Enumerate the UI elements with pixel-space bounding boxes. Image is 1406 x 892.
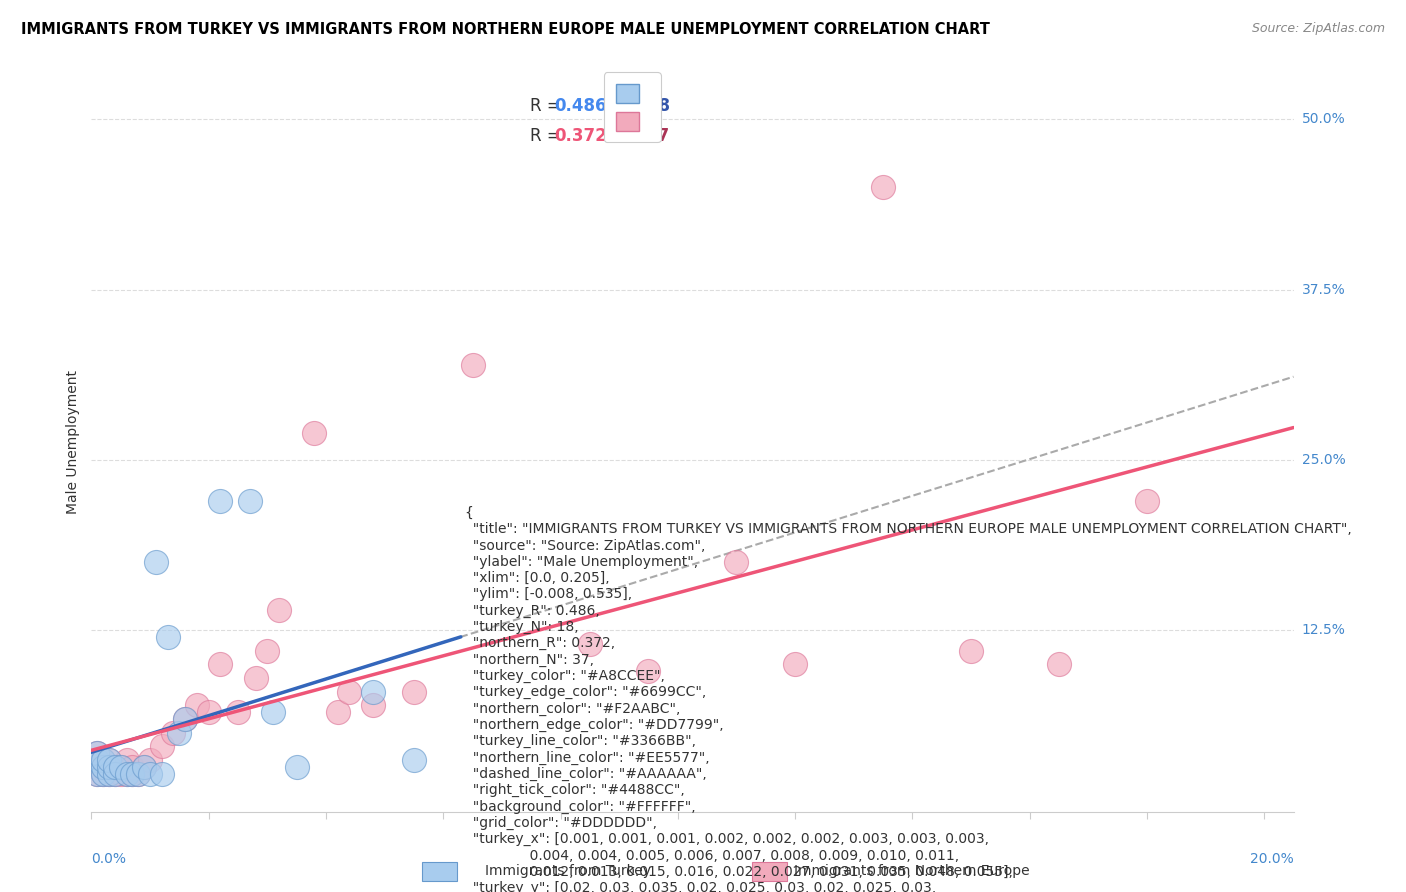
Point [91,753,114,767]
Point [339,684,361,698]
Point [86,746,108,760]
Text: Source: ZipAtlas.com: Source: ZipAtlas.com [1251,22,1385,36]
Point [91,766,114,780]
Text: R =: R = [530,97,567,115]
Text: {
  "title": "IMMIGRANTS FROM TURKEY VS IMMIGRANTS FROM NORTHERN EUROPE MALE UNE: { "title": "IMMIGRANTS FROM TURKEY VS IM… [464,490,1351,892]
Point [579,637,602,651]
Point [256,644,278,658]
Text: Immigrants from Northern Europe: Immigrants from Northern Europe [794,864,1031,879]
Text: Immigrants from Turkey: Immigrants from Turkey [485,864,651,879]
Point [150,766,173,780]
Point [110,760,132,774]
Point [285,760,308,774]
Point [174,712,197,726]
Point [209,493,232,508]
Point [226,705,249,719]
Text: 0.372: 0.372 [554,127,607,145]
Text: N =: N = [609,97,655,115]
Point [174,712,197,726]
Point [209,657,232,672]
Point [98,760,121,774]
Point [115,753,138,767]
Point [98,753,121,767]
Point [783,657,806,672]
Point [245,671,267,685]
Point [361,684,384,698]
Point [402,684,425,698]
Text: 50.0%: 50.0% [1302,112,1346,126]
Text: 25.0%: 25.0% [1302,453,1346,467]
Point [121,766,143,780]
Text: N =: N = [609,127,655,145]
Point [402,753,425,767]
Point [139,753,162,767]
Point [104,760,127,774]
Point [110,766,132,780]
Point [326,705,349,719]
Point [1136,493,1159,508]
Text: 18: 18 [647,97,669,115]
Point [186,698,208,713]
Text: 12.5%: 12.5% [1302,624,1346,638]
Point [127,766,149,780]
Point [115,766,138,780]
Point [169,725,191,739]
Point [960,644,983,658]
Point [302,425,325,440]
Point [121,760,143,774]
Point [197,705,219,719]
Point [86,760,108,774]
Point [262,705,284,719]
Point [91,753,114,767]
Point [156,630,179,644]
Point [127,766,149,780]
Point [637,665,659,679]
Point [162,725,184,739]
Point [98,753,121,767]
Point [725,555,748,569]
Point [104,760,127,774]
Text: 0.486: 0.486 [554,97,607,115]
Point [104,766,127,780]
Point [91,760,114,774]
Point [86,766,108,780]
Point [110,760,132,774]
Point [134,760,156,774]
Point [115,766,138,780]
Point [461,358,484,372]
Point [86,753,108,767]
Text: R =: R = [530,127,567,145]
Point [145,555,167,569]
Text: 20.0%: 20.0% [1250,853,1294,866]
Point [86,753,108,767]
Point [91,760,114,774]
Point [86,746,108,760]
Text: 0.0%: 0.0% [91,853,127,866]
Point [98,760,121,774]
Point [872,180,894,194]
Point [134,760,156,774]
Point [139,766,162,780]
Point [98,766,121,780]
Point [121,766,143,780]
Text: 37.5%: 37.5% [1302,283,1346,296]
Y-axis label: Male Unemployment: Male Unemployment [66,369,80,514]
Point [361,698,384,713]
Point [98,766,121,780]
Point [86,766,108,780]
Text: IMMIGRANTS FROM TURKEY VS IMMIGRANTS FROM NORTHERN EUROPE MALE UNEMPLOYMENT CORR: IMMIGRANTS FROM TURKEY VS IMMIGRANTS FRO… [21,22,990,37]
Point [239,493,262,508]
Point [150,739,173,754]
Text: 37: 37 [647,127,671,145]
Point [104,766,127,780]
Legend: , : , [605,72,661,143]
Point [267,603,290,617]
Point [1047,657,1070,672]
Point [91,766,114,780]
